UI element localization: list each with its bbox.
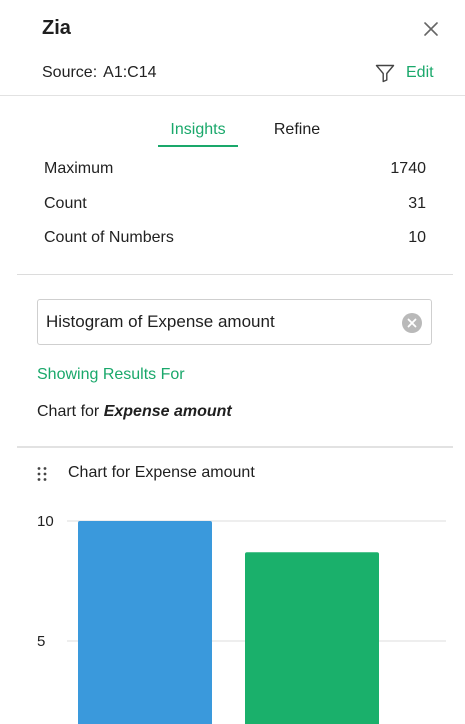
chart-for-field: Expense amount bbox=[103, 403, 232, 420]
stat-value: 1740 bbox=[390, 160, 426, 177]
stat-row-count: Count 31 bbox=[44, 195, 426, 219]
y-tick-label: 5 bbox=[37, 633, 45, 650]
chart-for-text: Chart for Expense amount bbox=[37, 403, 232, 421]
edit-button[interactable]: Edit bbox=[374, 60, 434, 86]
edit-label: Edit bbox=[406, 64, 434, 81]
panel-header: Zia Source: A1:C14 Edit bbox=[0, 0, 465, 96]
filter-icon bbox=[375, 64, 395, 83]
stat-label: Maximum bbox=[44, 160, 114, 177]
stat-label: Count of Numbers bbox=[44, 229, 174, 246]
y-tick-label: 10 bbox=[37, 513, 54, 530]
tab-bar: Insights Refine bbox=[0, 118, 465, 148]
showing-results-label: Showing Results For bbox=[37, 366, 185, 383]
stat-label: Count bbox=[44, 195, 87, 212]
query-input[interactable] bbox=[46, 300, 396, 344]
chart-card-divider bbox=[17, 446, 453, 448]
histogram-svg: 5 10 bbox=[37, 513, 446, 724]
source-label: Source: bbox=[42, 64, 98, 81]
histogram-bar[interactable] bbox=[78, 521, 212, 724]
clear-icon[interactable] bbox=[401, 312, 423, 334]
histogram-bar[interactable] bbox=[245, 552, 379, 724]
source-value: A1:C14 bbox=[103, 64, 157, 81]
chart-card-title: Chart for Expense amount bbox=[68, 464, 255, 481]
active-tab-indicator bbox=[158, 145, 238, 147]
tab-refine[interactable]: Refine bbox=[273, 121, 321, 138]
drag-handle-icon[interactable] bbox=[36, 466, 48, 482]
chart-for-prefix: Chart for bbox=[37, 403, 100, 420]
histogram-chart: 5 10 bbox=[0, 500, 465, 724]
tab-insights[interactable]: Insights bbox=[170, 121, 226, 138]
panel-title: Zia bbox=[42, 17, 71, 39]
stat-value: 31 bbox=[408, 195, 426, 212]
stat-row-maximum: Maximum 1740 bbox=[44, 160, 426, 184]
stat-value: 10 bbox=[408, 229, 426, 246]
close-icon[interactable] bbox=[418, 16, 444, 42]
source-range: Source: A1:C14 bbox=[42, 64, 157, 82]
stat-row-count-of-numbers: Count of Numbers 10 bbox=[44, 229, 426, 253]
section-divider bbox=[17, 274, 453, 275]
query-box bbox=[37, 299, 432, 345]
